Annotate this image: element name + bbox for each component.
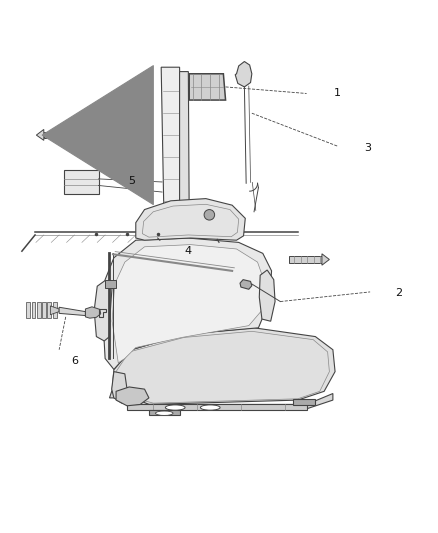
- Polygon shape: [116, 387, 149, 406]
- Polygon shape: [44, 132, 77, 138]
- Polygon shape: [26, 302, 30, 318]
- Text: 1: 1: [334, 88, 341, 99]
- Polygon shape: [259, 270, 275, 321]
- Polygon shape: [110, 391, 333, 410]
- Polygon shape: [112, 328, 335, 405]
- Polygon shape: [50, 306, 59, 314]
- Polygon shape: [103, 238, 272, 369]
- Ellipse shape: [155, 411, 173, 415]
- Polygon shape: [37, 302, 41, 318]
- Text: 2: 2: [395, 288, 402, 298]
- Polygon shape: [240, 280, 252, 289]
- Polygon shape: [180, 71, 189, 219]
- Text: 6: 6: [71, 356, 78, 366]
- Ellipse shape: [166, 405, 185, 410]
- Text: 4: 4: [185, 246, 192, 256]
- Text: 3: 3: [364, 143, 371, 154]
- Polygon shape: [235, 61, 252, 87]
- Polygon shape: [53, 302, 57, 318]
- Polygon shape: [293, 399, 315, 405]
- Polygon shape: [47, 302, 51, 318]
- Polygon shape: [188, 207, 230, 223]
- Polygon shape: [94, 280, 112, 341]
- Polygon shape: [59, 307, 85, 316]
- Polygon shape: [289, 256, 322, 263]
- Polygon shape: [36, 130, 44, 140]
- Polygon shape: [85, 307, 101, 318]
- Polygon shape: [127, 404, 307, 410]
- Polygon shape: [32, 302, 35, 318]
- Polygon shape: [64, 170, 99, 194]
- Polygon shape: [189, 74, 226, 100]
- Ellipse shape: [200, 405, 220, 410]
- Polygon shape: [42, 302, 46, 318]
- Polygon shape: [105, 280, 116, 288]
- Text: 5: 5: [128, 176, 135, 186]
- Polygon shape: [322, 254, 329, 265]
- Polygon shape: [149, 410, 180, 415]
- Circle shape: [204, 209, 215, 220]
- Polygon shape: [161, 67, 182, 233]
- Polygon shape: [136, 199, 245, 240]
- Polygon shape: [112, 245, 264, 363]
- Polygon shape: [112, 372, 127, 403]
